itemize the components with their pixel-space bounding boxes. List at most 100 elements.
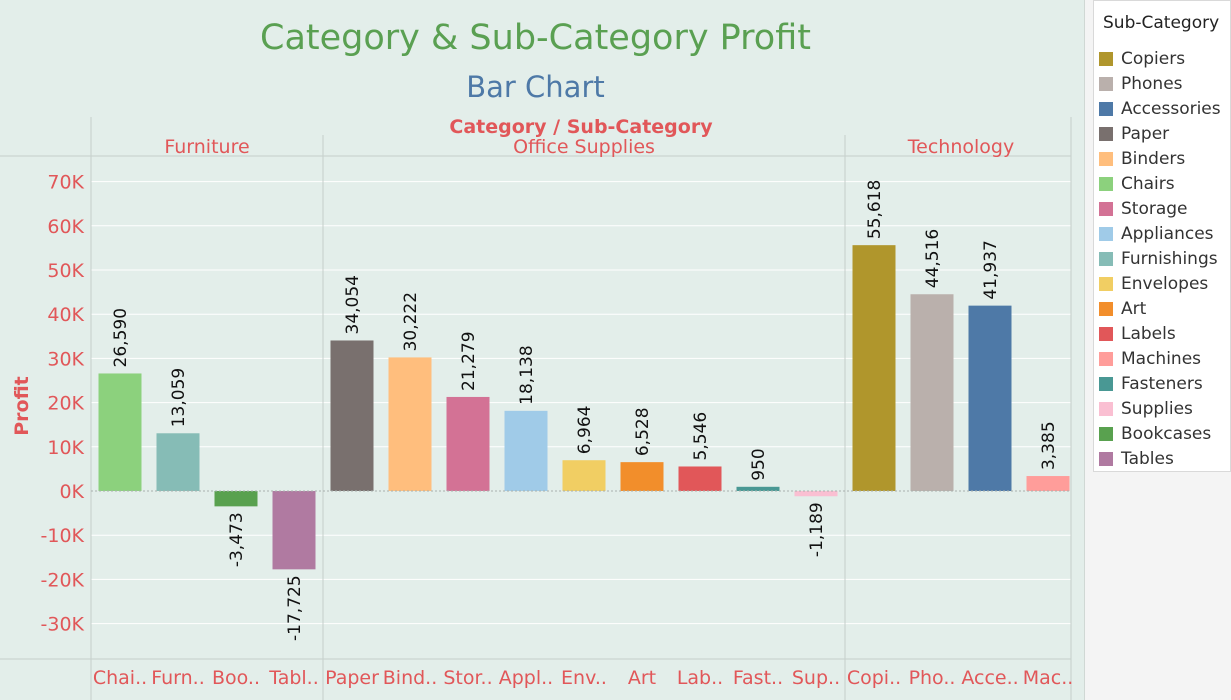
data-label: 30,222 bbox=[401, 292, 421, 351]
bar-fasteners bbox=[737, 487, 780, 491]
legend-label: Phones bbox=[1121, 74, 1183, 94]
legend-item-copiers[interactable]: Copiers bbox=[1099, 46, 1185, 71]
legend-item-furnishings[interactable]: Furnishings bbox=[1099, 246, 1218, 271]
x-tick-label: Stor.. bbox=[443, 667, 492, 689]
legend-label: Binders bbox=[1121, 149, 1185, 169]
legend-swatch bbox=[1099, 402, 1113, 416]
legend-title: Sub-Category bbox=[1103, 13, 1219, 33]
bar-bookcases bbox=[215, 491, 258, 506]
legend-swatch bbox=[1099, 377, 1113, 391]
bar-envelopes bbox=[563, 460, 606, 491]
panel-label-technology: Technology bbox=[907, 136, 1014, 158]
data-label: 5,546 bbox=[691, 412, 711, 461]
x-tick-label: Acce.. bbox=[961, 667, 1018, 689]
legend-swatch bbox=[1099, 202, 1113, 216]
legend-item-art[interactable]: Art bbox=[1099, 296, 1146, 321]
legend-item-phones[interactable]: Phones bbox=[1099, 71, 1183, 96]
legend-item-chairs[interactable]: Chairs bbox=[1099, 171, 1175, 196]
data-label: 41,937 bbox=[981, 240, 1001, 299]
legend-label: Machines bbox=[1121, 349, 1201, 369]
bar-art bbox=[621, 462, 664, 491]
legend-label: Appliances bbox=[1121, 224, 1214, 244]
y-tick-label: 0K bbox=[59, 481, 84, 503]
legend-label: Paper bbox=[1121, 124, 1169, 144]
panel-label-furniture: Furniture bbox=[164, 136, 249, 158]
legend-item-envelopes[interactable]: Envelopes bbox=[1099, 271, 1208, 296]
legend-item-labels[interactable]: Labels bbox=[1099, 321, 1176, 346]
y-tick-label: -30K bbox=[41, 614, 85, 636]
x-tick-label: Copi.. bbox=[847, 667, 901, 689]
y-tick-label: 20K bbox=[47, 393, 84, 415]
legend-swatch bbox=[1099, 102, 1113, 116]
x-tick-label: Appl.. bbox=[499, 667, 553, 689]
x-tick-label: Pho.. bbox=[909, 667, 956, 689]
chart-panel: Category & Sub-Category Profit Bar Chart… bbox=[0, 0, 1085, 700]
legend-swatch bbox=[1099, 252, 1113, 266]
legend-item-tables[interactable]: Tables bbox=[1099, 446, 1174, 471]
legend-label: Bookcases bbox=[1121, 424, 1211, 444]
legend-label: Accessories bbox=[1121, 99, 1221, 119]
legend-label: Envelopes bbox=[1121, 274, 1208, 294]
bar-supplies bbox=[795, 491, 838, 496]
x-tick-label: Fast.. bbox=[733, 667, 783, 689]
bar-copiers bbox=[853, 245, 896, 491]
bar-tables bbox=[273, 491, 316, 569]
bar-phones bbox=[911, 294, 954, 491]
bar-paper bbox=[331, 340, 374, 491]
legend-swatch bbox=[1099, 352, 1113, 366]
legend-item-storage[interactable]: Storage bbox=[1099, 196, 1188, 221]
legend-item-supplies[interactable]: Supplies bbox=[1099, 396, 1193, 421]
bar-furnishings bbox=[157, 433, 200, 491]
bar-appliances bbox=[505, 411, 548, 491]
x-tick-label: Art bbox=[628, 667, 656, 689]
legend-item-fasteners[interactable]: Fasteners bbox=[1099, 371, 1203, 396]
panel-label-office-supplies: Office Supplies bbox=[513, 136, 655, 158]
data-label: 55,618 bbox=[865, 180, 885, 239]
data-label: -1,189 bbox=[807, 502, 827, 557]
legend-item-machines[interactable]: Machines bbox=[1099, 346, 1201, 371]
data-label: 44,516 bbox=[923, 229, 943, 288]
legend-item-binders[interactable]: Binders bbox=[1099, 146, 1185, 171]
data-label: 26,590 bbox=[111, 308, 131, 367]
x-tick-label: Tabl.. bbox=[268, 667, 319, 689]
legend-swatch bbox=[1099, 427, 1113, 441]
x-tick-label: Furn.. bbox=[151, 667, 205, 689]
bar-machines bbox=[1027, 476, 1070, 491]
legend-label: Fasteners bbox=[1121, 374, 1203, 394]
x-axis-title: Category / Sub-Category bbox=[449, 116, 713, 138]
data-label: 6,528 bbox=[633, 407, 653, 456]
legend-swatch bbox=[1099, 277, 1113, 291]
y-tick-label: 70K bbox=[47, 172, 84, 194]
x-tick-label: Mac.. bbox=[1023, 667, 1074, 689]
legend-item-appliances[interactable]: Appliances bbox=[1099, 221, 1214, 246]
data-label: -17,725 bbox=[285, 575, 305, 641]
legend-item-paper[interactable]: Paper bbox=[1099, 121, 1169, 146]
x-tick-label: Env.. bbox=[561, 667, 607, 689]
legend-swatch bbox=[1099, 227, 1113, 241]
legend: Sub-Category Copiers Phones Accessories Pap… bbox=[1093, 0, 1231, 472]
legend-swatch bbox=[1099, 77, 1113, 91]
data-label: 21,279 bbox=[459, 331, 479, 390]
legend-label: Tables bbox=[1121, 449, 1174, 469]
x-tick-label: Boo.. bbox=[212, 667, 260, 689]
x-tick-label: Bind.. bbox=[383, 667, 438, 689]
legend-swatch bbox=[1099, 302, 1113, 316]
y-tick-label: 50K bbox=[47, 260, 84, 282]
bar-labels bbox=[679, 466, 722, 491]
data-label: 3,385 bbox=[1039, 421, 1059, 470]
legend-label: Supplies bbox=[1121, 399, 1193, 419]
legend-label: Art bbox=[1121, 299, 1146, 319]
legend-item-bookcases[interactable]: Bookcases bbox=[1099, 421, 1211, 446]
legend-label: Furnishings bbox=[1121, 249, 1218, 269]
bar-chart: Profit Category / Sub-Category 70K 60K 50K 40… bbox=[0, 0, 1085, 700]
data-label: 6,964 bbox=[575, 406, 595, 455]
legend-item-accessories[interactable]: Accessories bbox=[1099, 96, 1221, 121]
data-label: -3,473 bbox=[227, 512, 247, 567]
bar-chairs bbox=[99, 373, 142, 491]
y-axis-title: Profit bbox=[11, 376, 33, 436]
bar-accessories bbox=[969, 306, 1012, 491]
data-label: 34,054 bbox=[343, 275, 363, 334]
y-tick-label: 40K bbox=[47, 304, 84, 326]
x-tick-label: Lab.. bbox=[677, 667, 723, 689]
legend-swatch bbox=[1099, 152, 1113, 166]
